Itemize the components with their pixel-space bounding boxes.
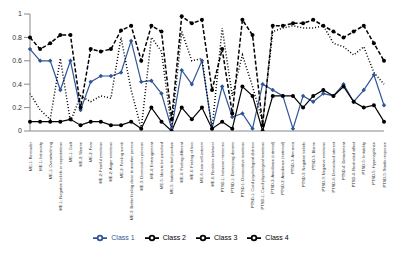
svg-text:0: 0 bbox=[18, 127, 22, 134]
svg-text:ME-3: Dismissal in persons: ME-3: Dismissal in persons bbox=[139, 142, 144, 190]
svg-text:PTSD-5: Hypervigilance: PTSD-5: Hypervigilance bbox=[371, 141, 376, 184]
svg-text:ME-2: Fearful emotions: ME-2: Fearful emotions bbox=[98, 142, 103, 184]
svg-text:ME-1: Negative beliefs or expe: ME-1: Negative beliefs or expectations bbox=[58, 142, 63, 210]
svg-text:PTSD-3: Blame: PTSD-3: Blame bbox=[311, 141, 316, 170]
svg-text:PTSD-2: Avoidance (external): PTSD-2: Avoidance (external) bbox=[280, 141, 285, 195]
svg-text:ME-1: Intrusivity: ME-1: Intrusivity bbox=[38, 142, 43, 171]
svg-text:ME-6: Reckless behavior: ME-6: Reckless behavior bbox=[210, 141, 215, 186]
svg-text:PTSD-4: Diminished interest: PTSD-4: Diminished interest bbox=[331, 141, 336, 192]
svg-text:ME-6: Low self-esteem: ME-6: Low self-esteem bbox=[199, 141, 204, 183]
svg-text:PTSD-2: Avoidance (internal): PTSD-2: Avoidance (internal) bbox=[270, 141, 275, 193]
svg-text:PTSD-5: Irritability: PTSD-5: Irritability bbox=[361, 142, 366, 174]
svg-text:ME-2: Feeling numb: ME-2: Feeling numb bbox=[119, 141, 124, 178]
svg-text:PTSD-4: Restricted affect: PTSD-4: Restricted affect bbox=[351, 141, 356, 187]
svg-text:ME-2: Fear: ME-2: Fear bbox=[88, 141, 93, 162]
svg-text:ME-5: Idea to be punished: ME-5: Idea to be punished bbox=[159, 142, 164, 189]
svg-text:0.4: 0.4 bbox=[12, 81, 22, 88]
svg-text:PTSD-3: Negative emotions: PTSD-3: Negative emotions bbox=[321, 142, 326, 192]
html-text:Class 3: Class 3 bbox=[214, 233, 238, 241]
svg-text:PTSD-1: Dissociative reactions: PTSD-1: Dissociative reactions bbox=[240, 142, 245, 197]
html-text:Class 1: Class 1 bbox=[111, 233, 135, 241]
html-text:Class 4: Class 4 bbox=[265, 233, 289, 241]
svg-text:PTSD-4: Detachment: PTSD-4: Detachment bbox=[341, 141, 346, 180]
svg-text:PTSD-1: Distressing dreams: PTSD-1: Distressing dreams bbox=[230, 142, 235, 193]
svg-text:ME-2: Shame: ME-2: Shame bbox=[78, 141, 83, 166]
html-text:Class 2: Class 2 bbox=[162, 233, 186, 241]
svg-text:ME-1: Overwhelming: ME-1: Overwhelming bbox=[48, 142, 53, 179]
svg-text:ME-6: Feeling different: ME-6: Feeling different bbox=[179, 141, 184, 182]
svg-text:PTSD-5: Startle response: PTSD-5: Startle response bbox=[382, 141, 387, 187]
svg-text:0.6: 0.6 bbox=[12, 57, 22, 64]
svg-text:ME-3: Better feeling close to: ME-3: Better feeling close to another pe… bbox=[129, 142, 134, 220]
svg-text:ME-1: Guilt: ME-1: Guilt bbox=[68, 141, 73, 162]
svg-text:0.8: 0.8 bbox=[12, 34, 22, 41]
svg-text:ME-6: Feeling of loss: ME-6: Feeling of loss bbox=[189, 142, 194, 180]
svg-text:ME-1: Reminder: ME-1: Reminder bbox=[28, 141, 33, 171]
svg-text:ME-5: Inability to feel positi: ME-5: Inability to feel positive bbox=[169, 141, 174, 194]
svg-text:PTSD-1: Intrusive memories: PTSD-1: Intrusive memories bbox=[220, 142, 225, 192]
svg-text:PTSD-3: Negative beliefs: PTSD-3: Negative beliefs bbox=[301, 142, 306, 187]
svg-text:PTSD-3: Amnesia: PTSD-3: Amnesia bbox=[290, 141, 295, 174]
svg-text:0.2: 0.2 bbox=[12, 104, 22, 111]
svg-text:ME-4: Estrangement: ME-4: Estrangement bbox=[149, 141, 154, 179]
svg-text:PTSD-1: Cued psychological dis: PTSD-1: Cued psychological distress bbox=[250, 142, 255, 208]
svg-text:PTSD-1: Cued physiological rea: PTSD-1: Cued physiological reactions bbox=[260, 142, 265, 209]
svg-text:1: 1 bbox=[18, 10, 22, 17]
svg-text:ME-2: Anger emotions: ME-2: Anger emotions bbox=[108, 142, 113, 182]
